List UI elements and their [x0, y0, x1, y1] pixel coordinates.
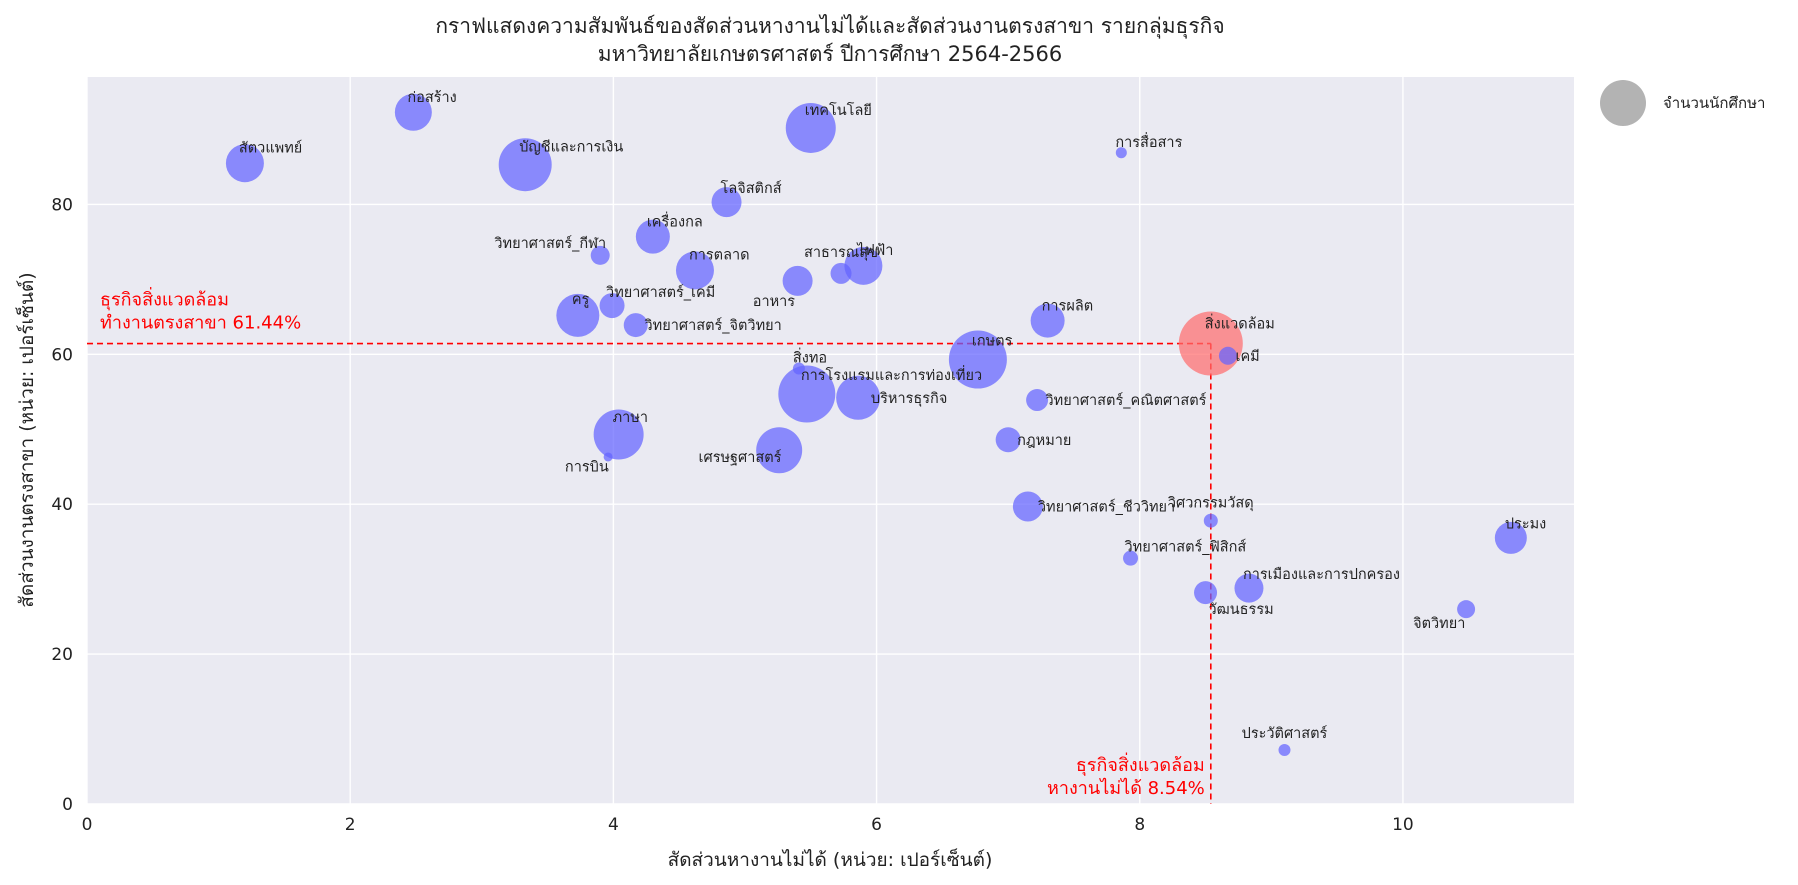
point-label: เกษตร: [972, 333, 1013, 349]
legend-marker: [1600, 80, 1646, 126]
data-point: [948, 330, 1007, 389]
point-label: เทคโนโลยี: [805, 101, 872, 119]
point-label: อาหาร: [753, 294, 796, 310]
data-point: [782, 265, 813, 296]
point-label: วิศวกรรมวัสดุ: [1168, 496, 1254, 512]
legend-label: จำนวนนักศึกษา: [1663, 94, 1765, 112]
data-point: [1030, 303, 1065, 338]
data-point: [785, 102, 836, 153]
x-tick-label: 10: [1392, 815, 1414, 835]
point-label: เศรษฐศาสตร์: [699, 449, 782, 466]
data-point: [1234, 573, 1264, 603]
point-label: ภาษา: [613, 410, 648, 426]
data-point: [1194, 581, 1218, 605]
axis-ticks: 0 2 4 6 8 10 0 20 40 60 80: [51, 195, 1413, 835]
data-point: [556, 293, 600, 337]
point-label: บริหารธุรกิจ: [871, 391, 947, 407]
point-label: วิทยาศาสตร์_เคมี: [606, 284, 715, 301]
data-point: [623, 313, 648, 338]
point-label: การสื่อสาร: [1115, 132, 1182, 151]
x-tick-label: 0: [82, 815, 93, 835]
point-label: โลจิสติกส์: [721, 179, 782, 197]
point-label: วิทยาศาสตร์_ชีววิทยา: [1038, 498, 1175, 515]
x-axis-label: สัดส่วนหางานไม่ได้ (หน่วย: เปอร์เซ็นต์): [668, 847, 993, 871]
point-label: สิ่งแวดล้อม: [1205, 313, 1275, 332]
point-label: ประมง: [1505, 516, 1546, 532]
data-point: [675, 251, 714, 290]
chart-title-line-2: มหาวิทยาลัยเกษตรศาสตร์ ปีการศึกษา 2564-2…: [598, 42, 1063, 66]
data-point: [593, 409, 644, 460]
x-tick-label: 6: [871, 815, 882, 835]
data-point: [756, 427, 803, 474]
data-point: [1457, 600, 1476, 619]
data-points: [225, 93, 1527, 757]
data-point: [1218, 346, 1237, 365]
chart-title-line-1: กราฟแสดงความสัมพันธ์ของสัดส่วนหางานไม่ได…: [435, 14, 1224, 39]
point-label: กฎหมาย: [1017, 433, 1071, 449]
point-label: ไฟฟ้า: [856, 241, 893, 259]
x-reference-annotation: ธุรกิจสิ่งแวดล้อม: [1076, 752, 1205, 776]
plot-area: [87, 77, 1574, 804]
y-axis-label: สัดส่วนงานตรงสาขา (หน่วย: เปอร์เซ็นต์): [14, 272, 38, 607]
data-point: [830, 262, 852, 284]
x-reference-annotation: หางานไม่ได้ 8.54%: [1047, 777, 1205, 799]
y-reference-annotation: ทำงานตรงสาขา 61.44%: [100, 313, 301, 334]
data-point: [1278, 744, 1291, 757]
data-point: [225, 144, 264, 183]
point-label: การผลิต: [1042, 299, 1094, 315]
y-tick-label: 20: [51, 645, 73, 665]
data-point: [599, 293, 625, 319]
y-reference-annotation: ธุรกิจสิ่งแวดล้อม: [100, 287, 229, 311]
data-point: [394, 93, 432, 131]
data-point: [1123, 550, 1139, 566]
point-label: บัญชีและการเงิน: [519, 138, 623, 155]
point-label: เครื่องกล: [647, 212, 703, 231]
point-label: วิทยาศาสตร์_คณิตศาสตร์: [1046, 392, 1207, 409]
legend: จำนวนนักศึกษา: [1600, 80, 1765, 126]
data-point: [995, 427, 1021, 453]
point-label: วัฒนธรรม: [1209, 602, 1274, 618]
point-label: สาธารณสุข: [804, 245, 878, 261]
data-point: [603, 452, 613, 462]
y-tick-label: 60: [51, 345, 73, 365]
point-label: การเมืองและการปกครอง: [1243, 566, 1400, 583]
data-point: [498, 138, 552, 192]
data-point: [836, 375, 881, 420]
y-tick-label: 0: [62, 795, 73, 815]
point-label: ประวัติศาสตร์: [1242, 725, 1328, 742]
data-point: [1115, 147, 1127, 159]
data-point: [1203, 513, 1218, 528]
point-label: การตลาด: [689, 248, 750, 264]
point-label: วิทยาศาสตร์_ฟิสิกส์: [1125, 539, 1247, 556]
point-label: การบิน: [565, 459, 609, 475]
data-point: [778, 365, 836, 423]
y-tick-label: 80: [51, 195, 73, 215]
point-label: สัตวแพทย์: [239, 140, 302, 157]
grid-lines: [86, 77, 1574, 805]
data-point: [1012, 491, 1043, 522]
data-point: [844, 246, 883, 285]
data-point: [590, 245, 610, 265]
reference-lines: ธุรกิจสิ่งแวดล้อมทำงานตรงสาขา 61.44%ธุรก…: [87, 287, 1212, 804]
point-label: ครู: [572, 292, 590, 308]
point-labels: สัตวแพทย์ ก่อสร้างบัญชีและการเงิน เทคโนโลย…: [239, 89, 1546, 742]
data-point: [711, 187, 742, 218]
point-label: การโรงแรมและการท่องเที่ยว: [801, 365, 982, 384]
point-label: วิทยาศาสตร์_จิตวิทยา: [645, 317, 782, 334]
point-label: สิ่งทอ: [793, 347, 827, 366]
x-tick-label: 4: [608, 815, 619, 835]
point-label: ก่อสร้าง: [407, 89, 456, 106]
data-point: [1494, 521, 1527, 554]
data-point: [635, 219, 670, 254]
x-tick-label: 2: [345, 815, 356, 835]
point-label: วิทยาศาสตร์_กีฬา: [494, 235, 606, 252]
data-point: [792, 362, 805, 375]
point-label: เคมี: [1236, 348, 1260, 365]
y-tick-label: 40: [51, 495, 73, 515]
point-label: จิตวิทยา: [1413, 616, 1465, 632]
x-tick-label: 8: [1134, 815, 1145, 835]
data-point: [1026, 389, 1049, 412]
